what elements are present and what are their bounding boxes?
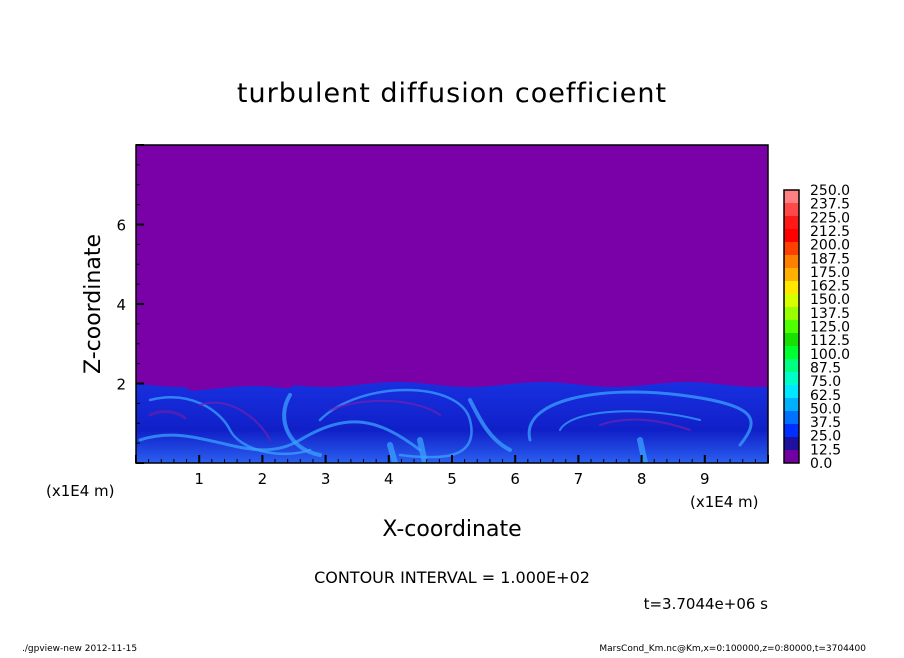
y-tick-label: 4 — [116, 296, 126, 314]
turbulent-swirls — [138, 388, 753, 463]
swirl-1 — [148, 396, 312, 456]
colorbar-label: 87.5 — [810, 360, 841, 376]
chart-title: turbulent diffusion coefficient — [237, 78, 667, 109]
contour-interval: CONTOUR INTERVAL = 1.000E+02 — [314, 568, 590, 587]
x-unit-label-left: (x1E4 m) — [46, 482, 115, 500]
colorbar-label: 25.0 — [810, 429, 841, 445]
swirl-6 — [559, 410, 701, 431]
swirl-5 — [527, 390, 753, 447]
x-axis-label: X-coordinate — [382, 517, 521, 542]
footer-left: ./gpview-new 2012-11-15 — [22, 644, 137, 654]
colorbar-label: 225.0 — [810, 210, 850, 226]
x-tick-label: 5 — [447, 470, 457, 488]
colorbar-swatch — [784, 385, 799, 398]
colorbar-swatch — [784, 359, 799, 372]
x-tick-label: 6 — [510, 470, 520, 488]
colorbar-swatch — [784, 424, 799, 437]
colorbar: 250.0237.5225.0212.5200.0187.5175.0162.5… — [783, 183, 850, 472]
colorbar-label: 237.5 — [810, 197, 850, 213]
y-tick-label: 2 — [116, 376, 126, 394]
colorbar-swatch — [784, 294, 799, 307]
colorbar-swatch — [784, 398, 799, 411]
swirl-7 — [387, 437, 648, 463]
x-tick-label: 2 — [258, 470, 268, 488]
colorbar-label: 75.0 — [810, 374, 841, 390]
x-tick-label: 9 — [700, 470, 710, 488]
x-tick-label: 4 — [384, 470, 394, 488]
colorbar-label: 125.0 — [810, 320, 850, 336]
colorbar-label: 187.5 — [810, 251, 850, 267]
swirl-11 — [148, 410, 187, 420]
colorbar-swatch — [784, 320, 799, 333]
colorbar-label: 212.5 — [810, 224, 850, 240]
colorbar-label: 200.0 — [810, 238, 850, 254]
colorbar-swatch — [784, 333, 799, 346]
footer-right: MarsCond_Km.nc@Km,x=0:100000,z=0:80000,t… — [599, 644, 866, 654]
colorbar-swatch — [784, 268, 799, 281]
x-tick-label: 7 — [574, 470, 584, 488]
colorbar-swatch — [784, 229, 799, 242]
colorbar-label: 50.0 — [810, 401, 841, 417]
swirl-3 — [318, 388, 473, 459]
y-axis-label: Z-coordinate — [81, 234, 106, 374]
x-unit-label-right: (x1E4 m) — [690, 493, 759, 511]
colorbar-label: 0.0 — [810, 456, 832, 472]
x-tick-label: 3 — [321, 470, 331, 488]
colorbar-swatch — [784, 216, 799, 229]
colorbar-swatch — [784, 203, 799, 216]
x-tick-label: 1 — [194, 470, 204, 488]
swirl-2 — [282, 393, 322, 457]
colorbar-swatch — [784, 346, 799, 359]
swirl-0 — [138, 420, 422, 452]
colorbar-swatch — [784, 242, 799, 255]
swirl-8 — [199, 401, 271, 441]
colorbar-swatch — [784, 437, 799, 450]
colorbar-label: 250.0 — [810, 183, 850, 199]
colorbar-label: 162.5 — [810, 279, 850, 295]
plot-area — [136, 145, 768, 463]
colorbar-label: 12.5 — [810, 442, 841, 458]
colorbar-label: 150.0 — [810, 292, 850, 308]
colorbar-label: 112.5 — [810, 333, 850, 349]
swirl-9 — [329, 400, 441, 416]
x-tick-label: 8 — [637, 470, 647, 488]
colorbar-label: 137.5 — [810, 306, 850, 322]
colorbar-label: 100.0 — [810, 347, 850, 363]
colorbar-swatch — [784, 450, 799, 463]
colorbar-swatch — [784, 255, 799, 268]
colorbar-label: 62.5 — [810, 388, 841, 404]
time-label: t=3.7044e+06 s — [644, 595, 769, 613]
colorbar-label: 37.5 — [810, 415, 841, 431]
colorbar-swatch — [784, 411, 799, 424]
swirl-4 — [468, 398, 512, 452]
y-tick-label: 6 — [116, 217, 126, 235]
colorbar-swatch — [784, 307, 799, 320]
colorbar-label: 175.0 — [810, 265, 850, 281]
swirl-10 — [599, 418, 691, 431]
colorbar-swatch — [784, 372, 799, 385]
colorbar-swatch — [784, 281, 799, 294]
colorbar-swatch — [784, 190, 799, 203]
